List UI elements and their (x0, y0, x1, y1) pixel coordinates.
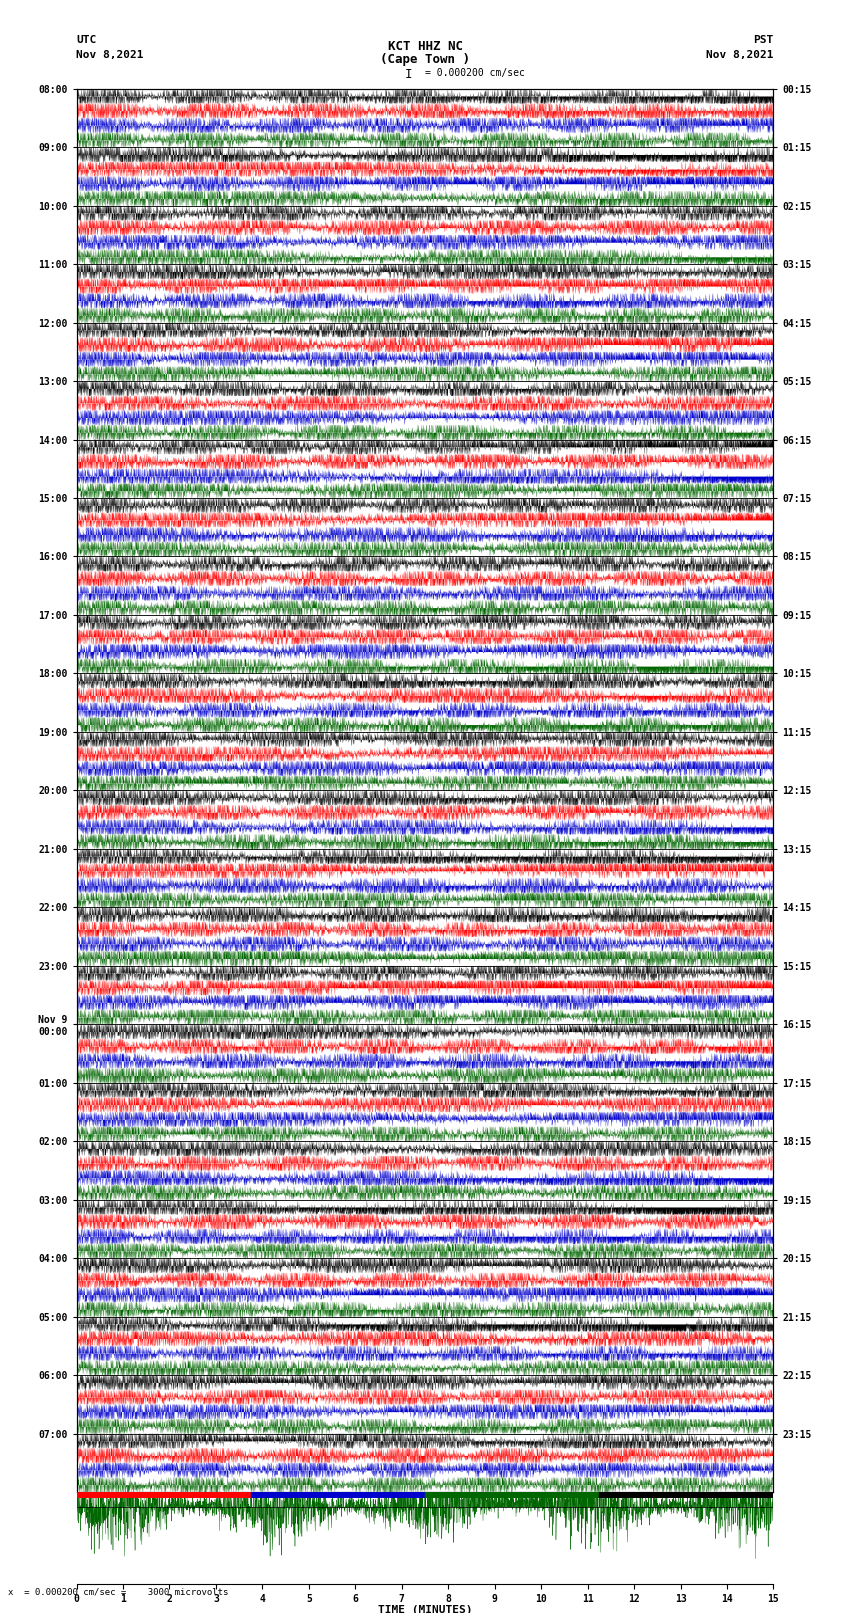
Text: Nov 8,2021: Nov 8,2021 (706, 50, 774, 60)
Bar (425, 1492, 599, 1498)
Bar (76, 1492, 251, 1498)
Text: KCT HHZ NC: KCT HHZ NC (388, 40, 462, 53)
Text: = 0.000200 cm/sec: = 0.000200 cm/sec (425, 68, 524, 77)
Text: (Cape Town ): (Cape Town ) (380, 53, 470, 66)
Bar (251, 1492, 425, 1498)
Text: I: I (405, 68, 411, 81)
Text: x  = 0.000200 cm/sec =    3000 microvolts: x = 0.000200 cm/sec = 3000 microvolts (8, 1587, 229, 1597)
X-axis label: TIME (MINUTES): TIME (MINUTES) (377, 1605, 473, 1613)
Text: PST: PST (753, 35, 774, 45)
Bar (599, 1492, 774, 1498)
Text: Nov 8,2021: Nov 8,2021 (76, 50, 144, 60)
Text: UTC: UTC (76, 35, 97, 45)
